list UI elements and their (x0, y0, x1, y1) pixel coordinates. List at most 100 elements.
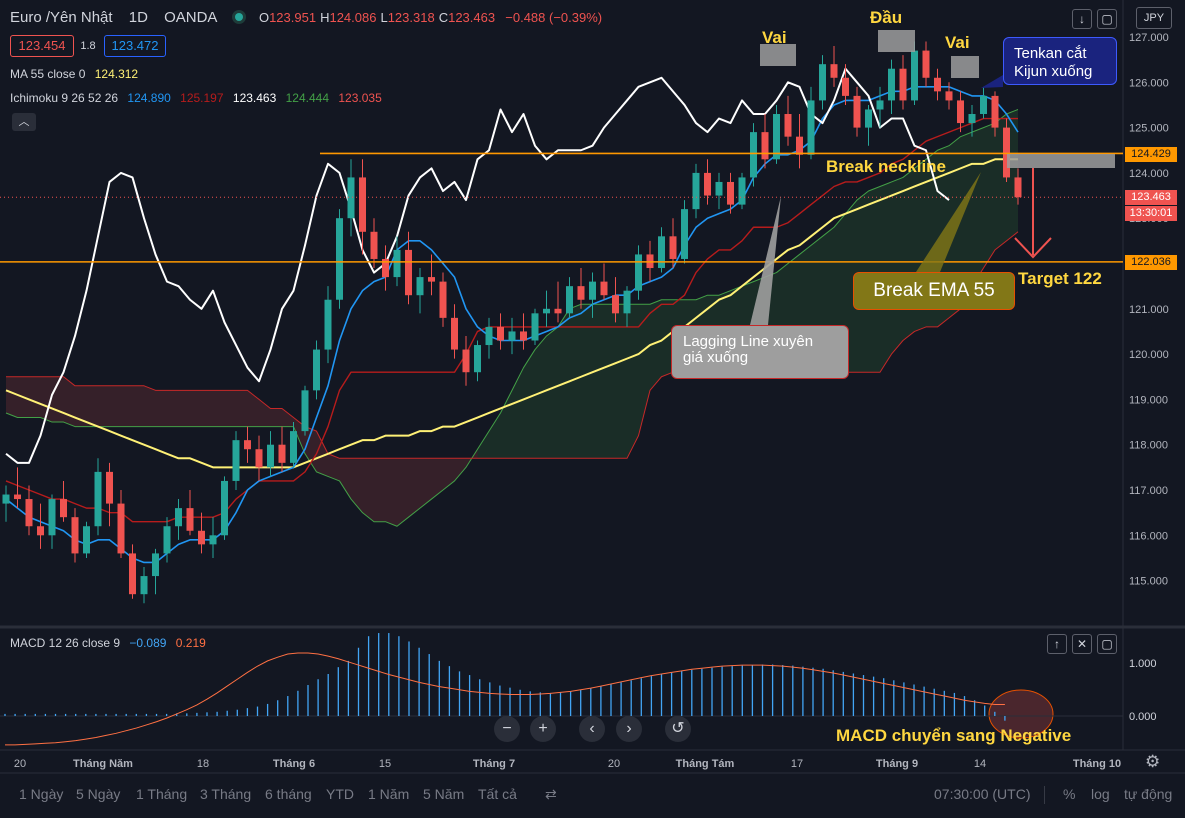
candle-body (129, 553, 136, 595)
macd-signal-line (5, 652, 1005, 746)
interval[interactable]: 1D (128, 9, 148, 26)
timeframe-button[interactable]: 6 tháng (265, 786, 312, 802)
candle-body (439, 281, 447, 318)
tenkan-callout: Tenkan cắt Kijun xuống (1003, 37, 1117, 85)
candle-body (957, 100, 964, 124)
candle-body (612, 295, 619, 314)
ichimoku-legend[interactable]: Ichimoku 9 26 52 26 124.890 125.197 123.… (10, 91, 382, 105)
candle-body (968, 114, 976, 124)
close-pane-icon[interactable]: ✕ (1072, 634, 1092, 654)
date-range-icon[interactable]: ⇄ (545, 786, 557, 802)
sell-button[interactable]: 123.454 (10, 35, 74, 57)
candle-body (807, 100, 815, 155)
lagging-callout-pointer (750, 196, 781, 325)
time-tick-label: 14 (974, 758, 986, 770)
timeframe-button[interactable]: 1 Tháng (136, 786, 188, 802)
ma-legend[interactable]: MA 55 close 0 124.312 (10, 67, 138, 81)
timeframe-button[interactable]: 3 Tháng (200, 786, 252, 802)
timeframe-button[interactable]: 5 Ngày (76, 786, 121, 802)
candle-body (428, 277, 435, 282)
macd-highlight-ellipse (988, 689, 1054, 739)
ema-callout-pointer (916, 172, 981, 272)
macd-axis-zero: 0.000 (1129, 711, 1157, 723)
maximize-pane-icon[interactable]: ▢ (1097, 634, 1117, 654)
candle-body (830, 64, 838, 78)
candle-body (715, 181, 723, 196)
timeframe-button[interactable]: 5 Năm (423, 786, 465, 802)
timeframe-button[interactable]: YTD (326, 786, 354, 802)
axes: 115.000 116.000 117.000 118.000 119.000 120.0… (14, 32, 1169, 770)
candle-body (25, 499, 33, 527)
annotation-shapes (750, 30, 1115, 739)
candle-body (623, 290, 631, 314)
timeframe-button[interactable]: 1 Năm (368, 786, 410, 802)
percent-toggle[interactable]: % (1063, 786, 1076, 802)
reset-chart-button[interactable]: ↺ (665, 716, 691, 742)
candle-body (485, 326, 493, 346)
ohlc-value: 123.951 (269, 10, 317, 25)
zoom-in-button[interactable]: + (530, 716, 556, 742)
price-tick-label: 124.000 (1129, 168, 1169, 180)
auto-toggle[interactable]: tự động (1124, 786, 1173, 802)
candle-body (945, 91, 953, 101)
exchange: OANDA (164, 9, 217, 26)
candle-body (635, 254, 642, 291)
collapse-legend-button[interactable]: ︿ (12, 113, 36, 131)
candle-body (370, 231, 378, 259)
settings-gear-icon[interactable]: ⚙ (1145, 752, 1161, 771)
candle-body (577, 286, 585, 300)
time-tick-label: Tháng 9 (876, 758, 918, 770)
time-tick-label: 20 (14, 758, 26, 770)
vai-left-label: Vai (762, 28, 787, 47)
scroll-right-button[interactable]: › (616, 716, 642, 742)
scroll-down-icon[interactable]: ↓ (1072, 9, 1092, 29)
zoom-out-button[interactable]: − (494, 716, 520, 742)
currency-button[interactable]: JPY (1136, 7, 1172, 29)
candle-body (48, 499, 56, 536)
symbol-name[interactable]: Euro /Yên Nhật (10, 9, 113, 26)
lagging-callout-line2: giá xuống (683, 349, 749, 366)
timeframe-button[interactable]: Tất cả (478, 786, 517, 802)
symbol-row: Euro /Yên Nhật 1D OANDA O123.951 H124.086… (10, 9, 602, 26)
ma-label: MA 55 close 0 (10, 67, 86, 81)
candle-body (382, 258, 389, 278)
price-tick-label: 120.000 (1129, 349, 1169, 361)
cloud-fill (6, 376, 478, 527)
right-shoulder-box (951, 56, 979, 78)
lagging-callout: Lagging Line xuyên giá xuống (671, 325, 849, 379)
log-toggle[interactable]: log (1091, 786, 1110, 802)
move-pane-up-icon[interactable]: ↑ (1047, 634, 1067, 654)
candle-body (991, 95, 999, 128)
candle-body (2, 494, 10, 504)
price-change: −0.488 (−0.39%) (505, 10, 603, 25)
candle-body (198, 530, 205, 545)
candle-body (554, 308, 562, 314)
utc-time[interactable]: 07:30:00 (UTC) (934, 786, 1031, 802)
time-tick-label: Tháng 7 (473, 758, 515, 770)
candle-body (819, 64, 826, 101)
ohlc-value: 123.463 (448, 10, 496, 25)
buy-button[interactable]: 123.472 (104, 35, 166, 57)
candle-body (761, 132, 769, 160)
candle-body (255, 449, 263, 468)
target-label: Target 122 (1018, 269, 1102, 288)
candle-body (784, 114, 792, 137)
maximize-icon[interactable]: ▢ (1097, 9, 1117, 29)
candle-body (681, 209, 688, 259)
divider (1044, 786, 1045, 804)
candle-body (313, 349, 320, 391)
ichimoku-span-b: 123.035 (338, 91, 382, 105)
ma-value: 124.312 (94, 67, 139, 81)
candle-body (152, 553, 159, 577)
macd-legend[interactable]: MACD 12 26 close 9 −0.089 0.219 (10, 636, 206, 650)
candle-body (727, 181, 734, 205)
ichimoku-label: Ichimoku 9 26 52 26 (10, 91, 119, 105)
ohlc-value: 124.086 (329, 10, 377, 25)
scroll-left-button[interactable]: ‹ (579, 716, 605, 742)
ohlc-values: O123.951 H124.086 L123.318 C123.463 (259, 10, 495, 25)
price-tick-label: 119.000 (1129, 394, 1168, 406)
tenkan-callout-line2: Kijun xuống (1014, 63, 1093, 80)
timeframe-button[interactable]: 1 Ngày (19, 786, 64, 802)
dau-label: Đầu (870, 8, 903, 27)
